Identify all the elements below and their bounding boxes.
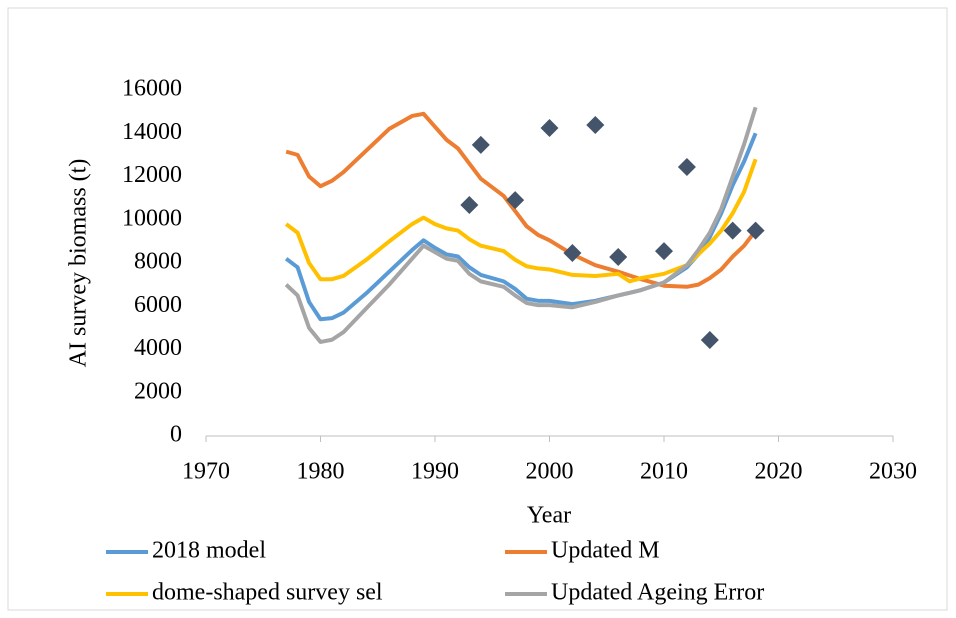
y-tick-label: 8000: [134, 249, 182, 275]
scatter-point: [471, 135, 490, 154]
y-tick-label: 10000: [122, 205, 182, 231]
y-tick-label: 12000: [122, 162, 182, 188]
scatter-point: [746, 221, 765, 240]
x-tick-label: 2010: [640, 459, 688, 485]
legend-label: 2018 model: [152, 538, 266, 564]
y-tick-label: 16000: [122, 76, 182, 102]
scatter-point: [506, 191, 525, 210]
legend-label: Updated Ageing Error: [551, 580, 764, 606]
x-tick-label: 1980: [297, 459, 345, 485]
y-tick-label: 2000: [134, 378, 182, 404]
y-axis-title: AI survey biomass (t): [66, 159, 92, 368]
y-tick-label: 6000: [134, 292, 182, 318]
scatter-point: [460, 196, 479, 215]
y-tick-label: 4000: [134, 335, 182, 361]
scatter-point: [540, 119, 559, 138]
scatter-point: [700, 330, 719, 349]
chart-border: [7, 7, 948, 611]
y-tick-label: 14000: [122, 119, 182, 145]
scatter-point: [655, 242, 673, 261]
legend-label: Updated M: [551, 538, 660, 564]
scatter-point: [723, 221, 742, 240]
scatter-point: [586, 116, 605, 135]
x-tick-label: 2030: [869, 459, 917, 485]
series-line: [284, 106, 758, 344]
x-tick-label: 1990: [411, 459, 459, 485]
x-tick-label: 2000: [526, 459, 574, 485]
legend-label: dome-shaped survey sel: [152, 580, 383, 606]
x-axis-title: Year: [527, 503, 571, 529]
x-tick-label: 2020: [755, 459, 803, 485]
scatter-point: [609, 247, 628, 266]
x-tick-label: 1970: [182, 459, 230, 485]
scatter-point: [563, 244, 582, 263]
series-line: [285, 111, 758, 289]
scatter-point: [677, 157, 696, 176]
y-tick-label: 0: [170, 422, 182, 448]
